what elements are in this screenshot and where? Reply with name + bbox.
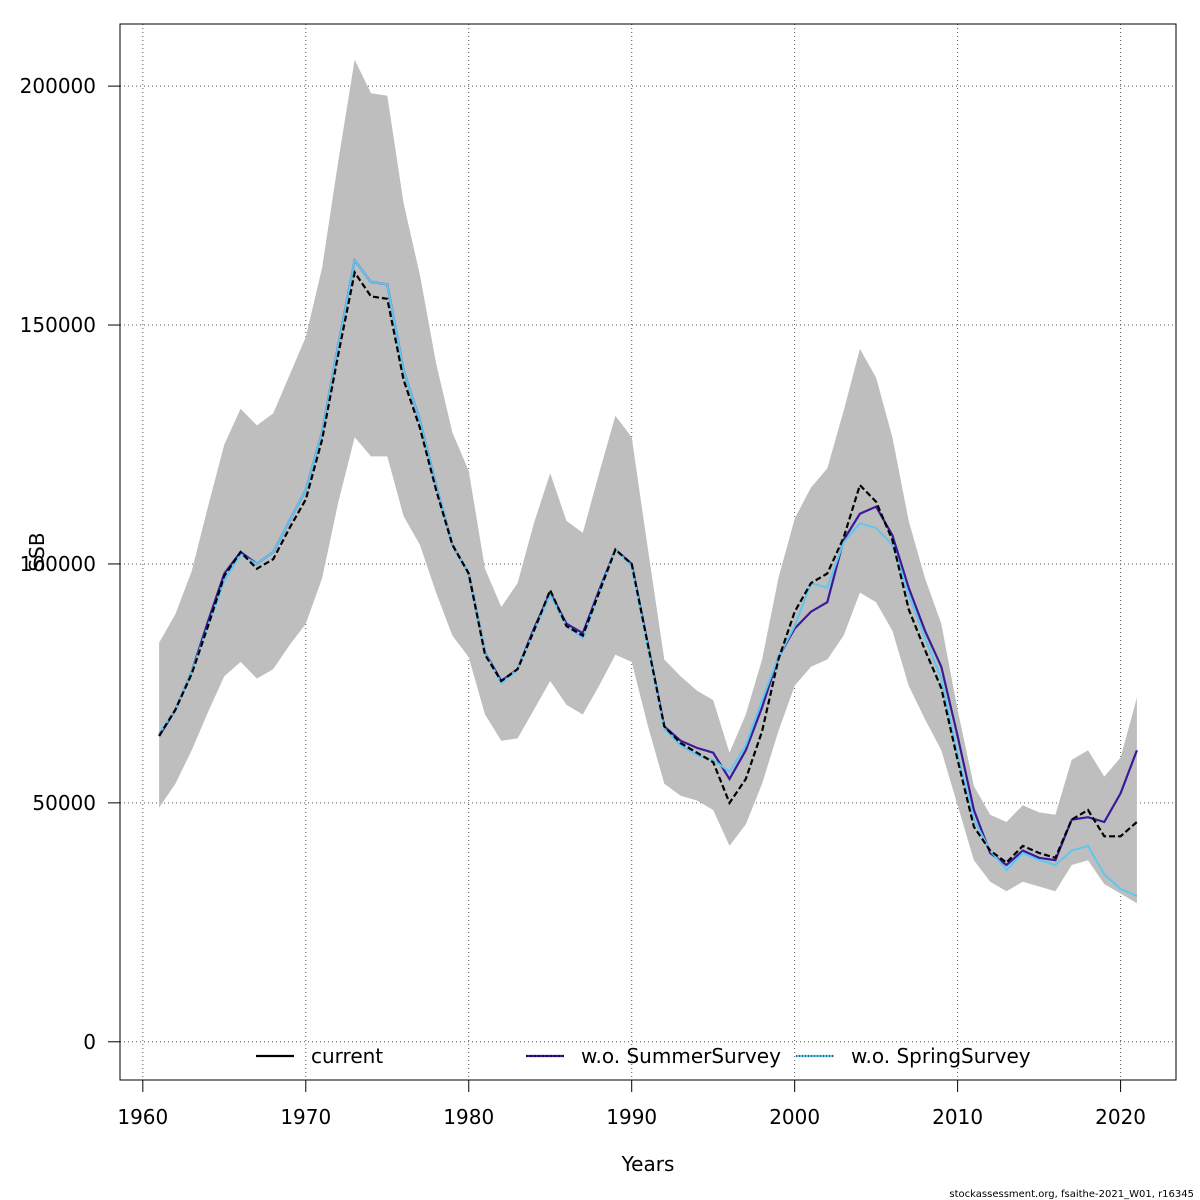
legend-label: w.o. SummerSurvey: [581, 1044, 781, 1068]
y-tick-label: 200000: [20, 74, 96, 98]
confidence-band: [159, 59, 1137, 904]
x-axis: 1960 1970 1980 1990 2000 2010 2020: [117, 1079, 1146, 1129]
x-tick-label: 2010: [932, 1105, 983, 1129]
x-axis-title: Years: [621, 1152, 675, 1176]
x-tick-label: 1990: [606, 1105, 657, 1129]
y-axis: 0 50000 100000 150000 200000: [20, 74, 121, 1054]
confidence-band-area: [159, 59, 1137, 904]
x-tick-label: 2020: [1095, 1105, 1146, 1129]
legend: current w.o. SummerSurvey w.o. SpringSurve…: [256, 1044, 1031, 1068]
series-lines: [158, 257, 1138, 897]
y-tick-label: 0: [83, 1030, 96, 1054]
series-line-current: [158, 269, 1138, 865]
y-tick-label: 100000: [20, 552, 96, 576]
legend-label: w.o. SpringSurvey: [851, 1044, 1031, 1068]
legend-label: current: [311, 1044, 383, 1068]
y-axis-title: SSB: [25, 532, 49, 571]
x-tick-label: 1970: [280, 1105, 331, 1129]
x-tick-label: 2000: [769, 1105, 820, 1129]
footer-credit: stockassessment.org, fsaithe-2021_W01, r…: [949, 1189, 1194, 1200]
y-tick-label: 150000: [20, 313, 96, 337]
y-tick-label: 50000: [32, 791, 96, 815]
x-tick-label: 1980: [443, 1105, 494, 1129]
x-tick-label: 1960: [117, 1105, 168, 1129]
